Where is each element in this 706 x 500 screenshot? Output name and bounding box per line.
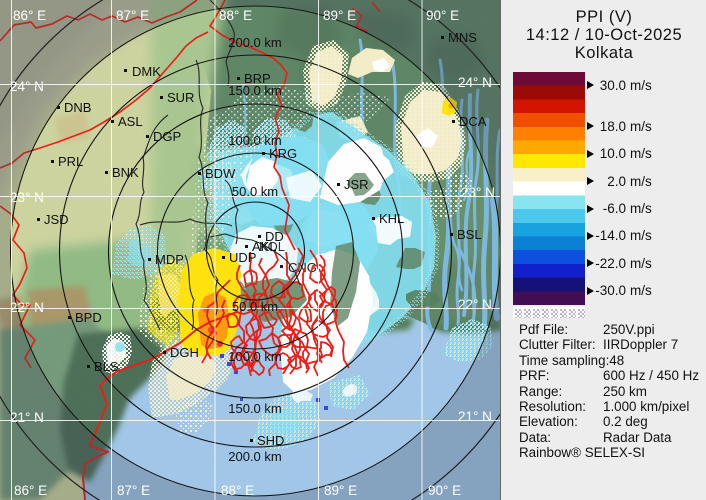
svg-text:87° E: 87° E (117, 483, 150, 498)
svg-text:50.0 km: 50.0 km (232, 299, 278, 314)
svg-text:22° N: 22° N (458, 297, 492, 312)
svg-text:88° E: 88° E (219, 8, 252, 23)
svg-text:DGP: DGP (153, 129, 181, 144)
svg-text:89° E: 89° E (324, 483, 357, 498)
svg-text:23° N: 23° N (461, 185, 495, 200)
svg-text:86° E: 86° E (13, 8, 46, 23)
svg-text:JSR: JSR (344, 177, 369, 192)
svg-text:86° E: 86° E (14, 483, 47, 498)
svg-text:DCA: DCA (459, 114, 487, 129)
svg-text:MDP: MDP (155, 252, 184, 267)
svg-text:22° N: 22° N (10, 300, 44, 315)
svg-text:SHD: SHD (257, 433, 284, 448)
svg-text:DNB: DNB (64, 100, 91, 115)
svg-text:UDP: UDP (229, 250, 256, 265)
svg-text:PRL: PRL (58, 154, 83, 169)
svg-text:KRG: KRG (269, 146, 297, 161)
svg-text:AKL: AKL (252, 239, 277, 254)
svg-text:150.0 km: 150.0 km (228, 401, 281, 416)
svg-text:89° E: 89° E (323, 8, 356, 23)
svg-text:100.0 km: 100.0 km (228, 349, 281, 364)
svg-text:24° N: 24° N (458, 75, 492, 90)
svg-text:100.0 km: 100.0 km (228, 133, 281, 148)
svg-text:200.0 km: 200.0 km (228, 35, 281, 50)
svg-text:KOL: KOL (259, 239, 285, 254)
svg-text:ASL: ASL (118, 114, 143, 129)
svg-text:DD: DD (265, 229, 284, 244)
svg-text:SUR: SUR (167, 90, 194, 105)
svg-text:87° E: 87° E (116, 8, 149, 23)
svg-text:MNS: MNS (448, 30, 477, 45)
svg-text:90° E: 90° E (426, 8, 459, 23)
svg-text:DGH: DGH (170, 345, 199, 360)
svg-text:90° E: 90° E (428, 483, 461, 498)
svg-text:21° N: 21° N (10, 410, 44, 425)
svg-text:BPD: BPD (75, 310, 102, 325)
svg-text:KHL: KHL (379, 211, 404, 226)
svg-text:BNK: BNK (112, 165, 139, 180)
svg-text:BDW: BDW (205, 166, 236, 181)
svg-text:BLS: BLS (94, 359, 119, 374)
svg-text:DMK: DMK (132, 64, 161, 79)
svg-text:50.0 km: 50.0 km (232, 184, 278, 199)
svg-text:BRP: BRP (244, 71, 271, 86)
svg-text:200.0 km: 200.0 km (228, 449, 281, 464)
svg-text:150.0 km: 150.0 km (228, 83, 281, 98)
svg-text:JSD: JSD (44, 212, 69, 227)
svg-text:21° N: 21° N (458, 409, 492, 424)
svg-text:23° N: 23° N (10, 190, 44, 205)
svg-text:BSL: BSL (457, 227, 482, 242)
svg-text:24° N: 24° N (10, 79, 44, 94)
svg-text:88° E: 88° E (221, 483, 254, 498)
